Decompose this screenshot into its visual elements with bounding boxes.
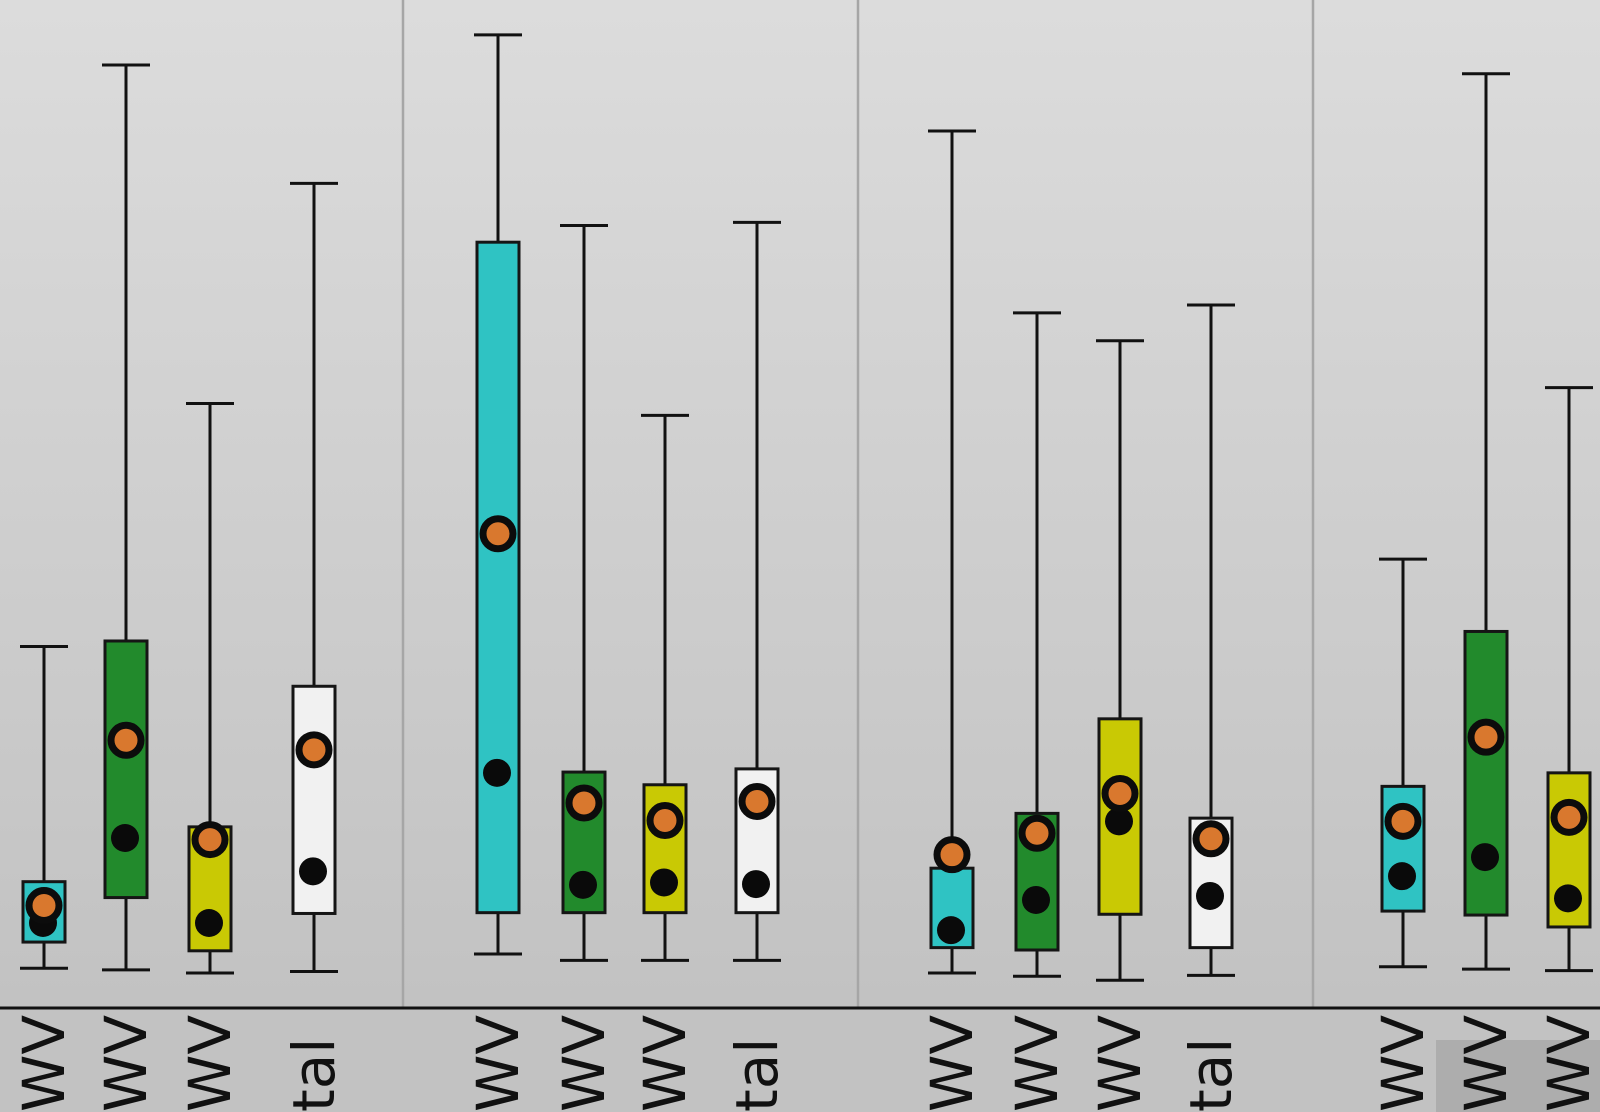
box-p2-b4	[733, 220, 781, 962]
median-marker-p1-b3	[195, 908, 223, 937]
median-marker-p2-b4	[742, 870, 770, 899]
category-label-p4-b2: WV	[1452, 1015, 1520, 1112]
mean-marker-p1-b1	[25, 887, 63, 925]
category-label-p2-b3: WV	[631, 1015, 699, 1112]
mean-marker-p1-b4	[295, 731, 333, 769]
plot-background	[0, 0, 1600, 1008]
median-marker-p2-b3	[650, 868, 678, 897]
median-marker-p1-b2	[111, 823, 139, 852]
category-label-p2-b4: tal	[723, 1038, 791, 1112]
category-label-p3-b2: WV	[1003, 1015, 1071, 1112]
box-p4-b3	[1545, 386, 1593, 973]
box-body-p4-b2	[1463, 629, 1509, 917]
box-p4-b1	[1379, 557, 1427, 969]
box-p3-b3	[1096, 339, 1144, 982]
mean-marker-p2-b2	[565, 784, 603, 822]
mean-marker-p2-b4	[738, 782, 776, 820]
category-label-p1-b2: WV	[92, 1015, 160, 1112]
category-label-p2-b1: WV	[464, 1015, 532, 1112]
median-marker-p3-b2	[1022, 885, 1050, 914]
median-marker-p1-b4	[299, 857, 327, 886]
mean-marker-p1-b2	[107, 721, 145, 759]
median-marker-p4-b1	[1388, 862, 1416, 891]
mean-marker-p2-b1	[479, 515, 517, 553]
box-series	[20, 33, 1593, 982]
category-label-p2-b2: WV	[550, 1015, 618, 1112]
box-p2-b1	[474, 33, 522, 956]
mean-marker-p4-b3	[1550, 798, 1588, 836]
box-p3-b1	[928, 129, 976, 975]
panel-dividers	[401, 0, 1315, 1008]
blur-patch	[1436, 1040, 1600, 1112]
box-p1-b1	[20, 645, 68, 970]
category-label-p4-b1: WV	[1369, 1015, 1437, 1112]
median-marker-p3-b4	[1196, 881, 1224, 910]
median-marker-p3-b3	[1105, 807, 1133, 836]
box-body-p2-b1	[475, 240, 521, 915]
mean-marker-p3-b2	[1018, 814, 1056, 852]
category-labels: WV WV WV tal WV WV WV tal WV WV WV tal WV WV WV	[10, 1015, 1600, 1112]
category-label-p4-b3: WV	[1535, 1015, 1600, 1112]
mean-marker-p4-b2	[1467, 718, 1505, 756]
box-p1-b3	[186, 401, 234, 975]
median-marker-p4-b3	[1554, 884, 1582, 913]
mean-marker-p3-b4	[1192, 820, 1230, 858]
category-label-p1-b4: tal	[280, 1038, 348, 1112]
category-label-p3-b3: WV	[1086, 1015, 1154, 1112]
median-marker-p3-b1	[937, 916, 965, 945]
box-p4-b2	[1462, 72, 1510, 971]
category-label-p3-b4: tal	[1177, 1038, 1245, 1112]
box-body-p4-b1	[1380, 784, 1426, 913]
median-marker-p2-b1	[483, 758, 511, 787]
label-strip-background	[0, 1008, 1600, 1112]
median-marker-p4-b2	[1471, 843, 1499, 872]
box-p3-b4	[1187, 303, 1235, 977]
box-p2-b2	[560, 224, 608, 962]
box-p1-b4	[290, 181, 338, 973]
mean-marker-p3-b3	[1101, 775, 1139, 813]
mean-marker-p2-b3	[646, 802, 684, 840]
box-p2-b3	[641, 413, 689, 962]
category-label-p1-b1: WV	[10, 1015, 78, 1112]
box-body-p1-b2	[103, 639, 149, 900]
category-label-p1-b3: WV	[176, 1015, 244, 1112]
box-p3-b2	[1013, 311, 1061, 978]
mean-marker-p4-b1	[1384, 802, 1422, 840]
category-label-p3-b1: WV	[918, 1015, 986, 1112]
mean-marker-p1-b3	[191, 821, 229, 859]
median-marker-p2-b2	[569, 870, 597, 899]
box-p1-b2	[102, 63, 150, 972]
mean-marker-p3-b1	[933, 836, 971, 874]
